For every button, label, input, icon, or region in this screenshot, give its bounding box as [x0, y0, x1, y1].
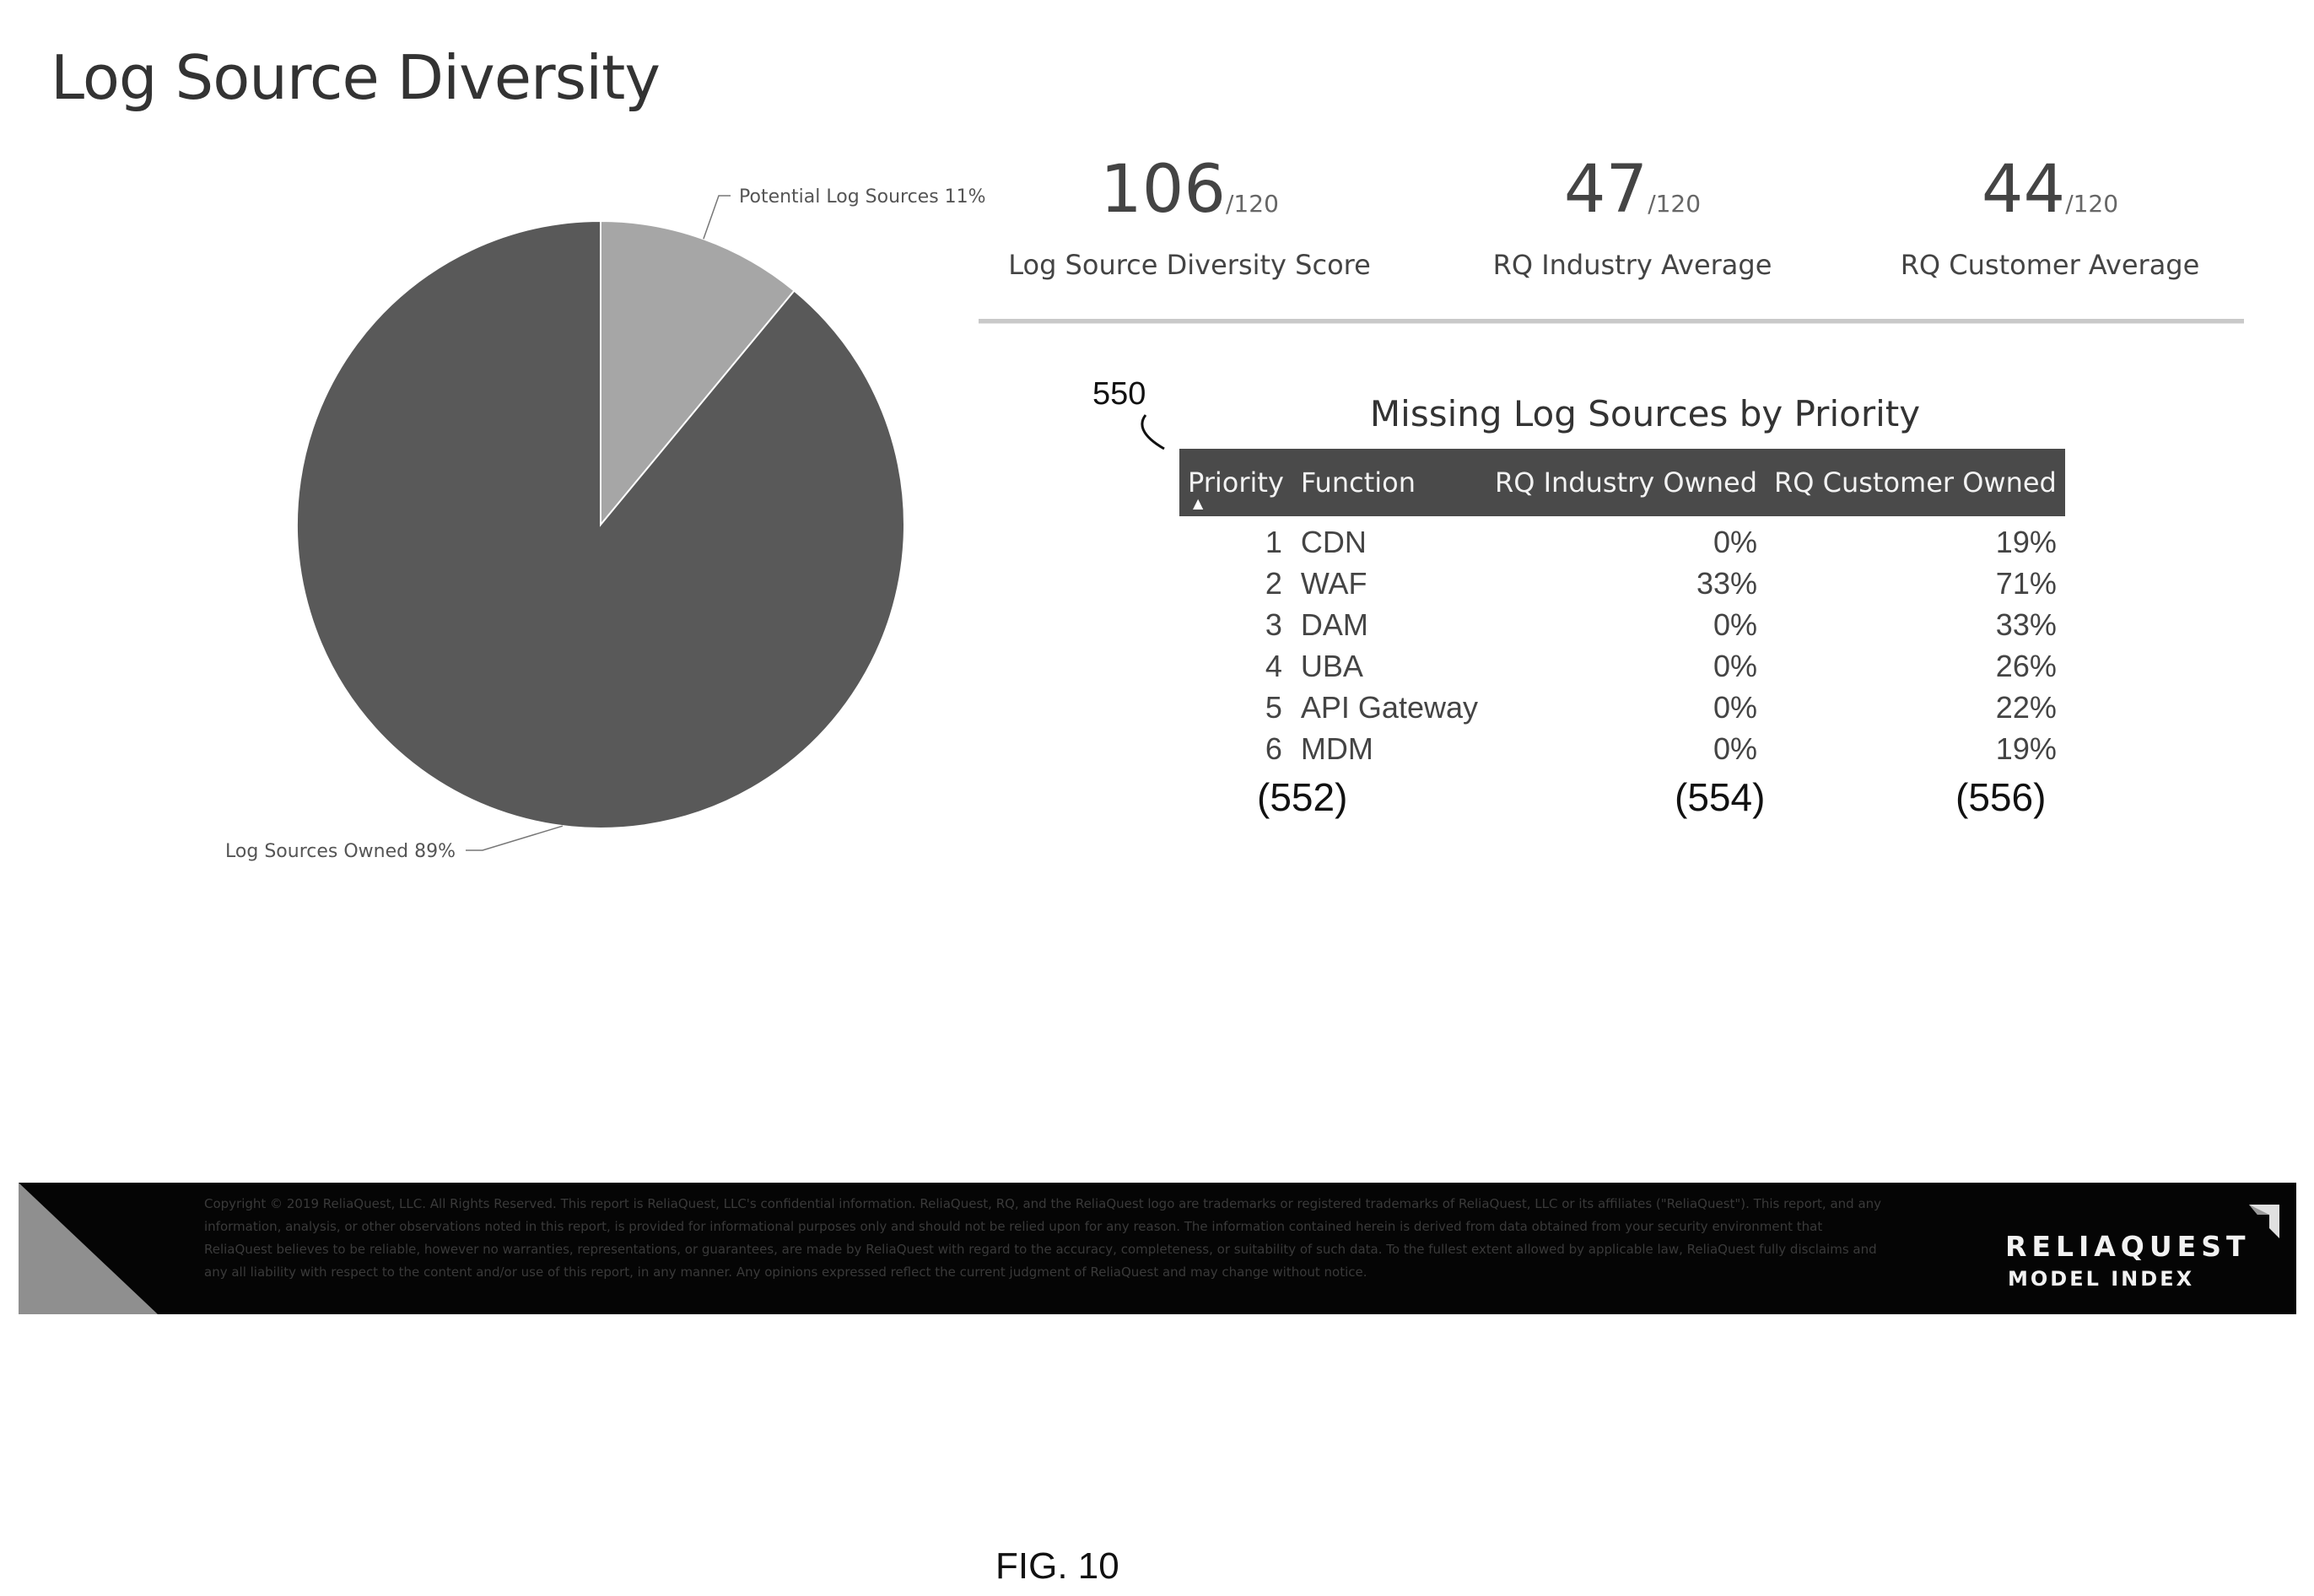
cell-priority: 1: [1265, 524, 1282, 559]
table-row: 2 WAF 33% 71%: [1179, 563, 2065, 604]
cell-priority: 3: [1265, 607, 1282, 642]
column-header-label: Priority: [1188, 466, 1284, 499]
table-header-row: Priority ▲ Function RQ Industry Owned RQ…: [1179, 449, 2065, 516]
cell-function: MDM: [1300, 731, 1373, 766]
brand-arrow-icon: [2249, 1205, 2279, 1238]
stat-label: RQ Industry Average: [1492, 249, 1772, 281]
cell-customer-owned: 19%: [1995, 731, 2057, 766]
column-header-industry-owned[interactable]: RQ Industry Owned: [1494, 466, 1758, 499]
table-row: 5 API Gateway 0% 22%: [1179, 687, 2065, 728]
pie-leader-potential: [703, 195, 731, 240]
reference-leader-line: [1141, 414, 1165, 450]
cell-customer-owned: 33%: [1995, 607, 2057, 642]
pie-slice-log-sources-owned: [295, 219, 905, 829]
brand-subtitle: MODEL INDEX: [2008, 1267, 2195, 1291]
cell-function: CDN: [1300, 524, 1367, 559]
table-row: 6 MDM 0% 19%: [1179, 728, 2065, 769]
cell-industry-owned: 0%: [1713, 524, 1758, 559]
stat-value: 47: [1563, 152, 1648, 228]
page-title: Log Source Diversity: [51, 42, 661, 113]
cell-function: WAF: [1300, 565, 1367, 601]
pie-label-potential-log-sources: Potential Log Sources 11%: [739, 186, 986, 208]
cell-function: DAM: [1300, 607, 1368, 642]
figure-label: FIG. 10: [995, 1545, 1119, 1587]
cell-industry-owned: 0%: [1713, 648, 1758, 683]
cell-customer-owned: 19%: [1995, 524, 2057, 559]
footer-banner: Copyright © 2019 ReliaQuest, LLC. All Ri…: [19, 1183, 2296, 1314]
cell-industry-owned: 0%: [1713, 731, 1758, 766]
cell-priority: 4: [1265, 648, 1282, 683]
log-source-pie-chart: Potential Log Sources 11% Log Sources Own…: [225, 186, 986, 862]
cell-industry-owned: 0%: [1713, 689, 1758, 725]
column-reference-554: (554): [1675, 775, 1766, 819]
table-row: 3 DAM 0% 33%: [1179, 604, 2065, 645]
footer-legal-text: Copyright © 2019 ReliaQuest, LLC. All Ri…: [204, 1196, 1882, 1280]
cell-customer-owned: 22%: [1995, 689, 2057, 725]
column-header-customer-owned[interactable]: RQ Customer Owned: [1774, 466, 2057, 499]
cell-customer-owned: 26%: [1995, 648, 2057, 683]
brand-name: RELIAQUEST: [2005, 1230, 2251, 1263]
stat-label: Log Source Diversity Score: [1008, 249, 1371, 281]
reference-number-550: 550: [1092, 376, 1146, 412]
pie-leader-owned: [466, 825, 564, 851]
cell-industry-owned: 0%: [1713, 607, 1758, 642]
missing-log-sources-table: Priority ▲ Function RQ Industry Owned RQ…: [1179, 449, 2065, 769]
stat-denominator: /120: [1648, 190, 1702, 218]
cell-priority: 5: [1265, 689, 1282, 725]
cell-customer-owned: 71%: [1995, 565, 2057, 601]
stat-denominator: /120: [1226, 190, 1279, 218]
stat-customer-average: 44/120 RQ Customer Average: [1847, 152, 2252, 281]
cell-priority: 6: [1265, 731, 1282, 766]
table-row: 1 CDN 0% 19%: [1179, 516, 2065, 563]
pie-label-log-sources-owned: Log Sources Owned 89%: [225, 841, 456, 862]
stat-denominator: /120: [2065, 190, 2119, 218]
footer-triangle-graphic: [19, 1183, 158, 1314]
column-reference-552: (552): [1257, 775, 1348, 819]
sort-ascending-icon: ▲: [1193, 495, 1204, 511]
cell-industry-owned: 33%: [1696, 565, 1758, 601]
column-header-function[interactable]: Function: [1300, 466, 1416, 499]
stat-value: 44: [1981, 152, 2066, 228]
cell-function: API Gateway: [1300, 689, 1478, 725]
cell-priority: 2: [1265, 565, 1282, 601]
table-row: 4 UBA 0% 26%: [1179, 645, 2065, 687]
cell-function: UBA: [1300, 648, 1363, 683]
stat-diversity-score: 106/120 Log Source Diversity Score: [987, 152, 1392, 281]
column-reference-556: (556): [1955, 775, 2047, 819]
stat-label: RQ Customer Average: [1900, 249, 2200, 281]
missing-log-sources-title: Missing Log Sources by Priority: [1369, 393, 1921, 434]
stat-value: 106: [1100, 152, 1226, 228]
stat-industry-average: 47/120 RQ Industry Average: [1430, 152, 1835, 281]
stats-divider: [979, 319, 2244, 324]
column-header-priority[interactable]: Priority ▲: [1179, 449, 1292, 516]
